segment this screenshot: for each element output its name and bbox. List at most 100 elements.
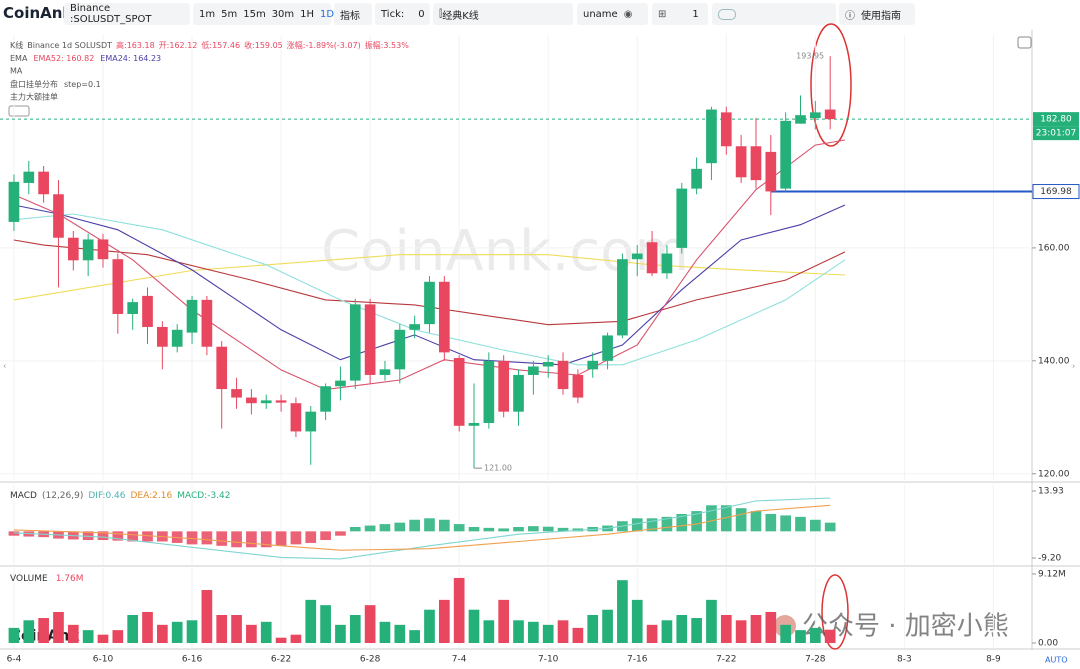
candle-body bbox=[617, 259, 628, 336]
toggle-box[interactable] bbox=[712, 3, 836, 25]
volume-bar bbox=[661, 620, 673, 644]
macd-bar bbox=[809, 519, 821, 532]
high-label: 193.95 bbox=[796, 52, 824, 61]
volume-bar bbox=[513, 620, 524, 644]
candle-body bbox=[320, 386, 331, 412]
volume-bar bbox=[795, 630, 806, 644]
toggle[interactable] bbox=[718, 8, 736, 20]
x-tick-label: 7-16 bbox=[627, 655, 648, 665]
interval[interactable]: 30m bbox=[271, 8, 295, 20]
candle-body bbox=[38, 171, 49, 195]
volume-bar bbox=[720, 615, 732, 644]
volume-bar bbox=[646, 624, 658, 644]
volume-bar bbox=[424, 609, 435, 644]
guide-label: 使用指南 bbox=[861, 10, 901, 22]
collapse-button[interactable] bbox=[8, 105, 30, 117]
candle-body bbox=[750, 146, 762, 181]
macd-bar bbox=[335, 531, 346, 536]
symbol: Binance :SOLUSDT_SPOT bbox=[70, 3, 152, 25]
candle-body bbox=[587, 360, 599, 370]
macd-value: MACD:-3.42 bbox=[177, 491, 230, 501]
x-tick-label: 7-4 bbox=[452, 655, 467, 665]
candle-body bbox=[53, 194, 64, 238]
volume-bar bbox=[201, 590, 213, 644]
candle-body bbox=[795, 115, 806, 124]
volume-bar bbox=[53, 611, 64, 644]
level-tag bbox=[1032, 184, 1080, 200]
candle-body bbox=[824, 109, 836, 120]
macd-bar bbox=[661, 516, 673, 532]
volume-bar bbox=[572, 627, 584, 644]
logo[interactable]: CoinAnk bbox=[3, 4, 73, 22]
user-box[interactable]: uname ◉ bbox=[577, 3, 648, 25]
settings-icon[interactable] bbox=[1017, 36, 1032, 49]
volume-bar bbox=[631, 599, 643, 644]
kline-legend-item: 低:157.46 bbox=[201, 40, 240, 50]
volume-bar bbox=[82, 630, 94, 644]
guide-button[interactable]: ⓘ 使用指南 bbox=[839, 3, 915, 25]
candle-body bbox=[157, 326, 168, 347]
interval[interactable]: 1H bbox=[300, 8, 315, 20]
y-tick-label: 160.00 bbox=[1038, 243, 1070, 253]
candle-body bbox=[631, 253, 643, 260]
kline-legend-item: 收:159.05 bbox=[244, 40, 283, 50]
style-select[interactable]: ⫿ 经典K线 bbox=[433, 3, 573, 25]
tick-box[interactable]: Tick: 0 bbox=[375, 3, 430, 25]
scroll-left[interactable]: ‹ bbox=[3, 362, 6, 371]
macd-bar bbox=[750, 511, 762, 532]
macd-bar bbox=[824, 522, 836, 532]
macd-bar bbox=[349, 526, 361, 532]
tick-value: 0 bbox=[418, 8, 425, 20]
macd-bar bbox=[142, 531, 153, 542]
interval[interactable]: 15m bbox=[243, 8, 266, 20]
depth-legend-item: 盘口挂单分布 bbox=[10, 79, 58, 89]
ema-legend-item: EMA24: 164.23 bbox=[100, 54, 161, 63]
volume-bar bbox=[542, 624, 554, 644]
volume-bar bbox=[97, 634, 109, 644]
indicator-label: 指标 bbox=[340, 10, 360, 22]
macd-bar bbox=[438, 519, 450, 532]
interval[interactable]: 5m bbox=[221, 8, 238, 20]
macd-bar bbox=[468, 526, 480, 532]
macd-bar bbox=[706, 505, 717, 532]
macd-bar bbox=[127, 531, 139, 542]
candle-body bbox=[82, 239, 94, 261]
macd-bar bbox=[275, 531, 287, 546]
layout-count: 1 bbox=[692, 8, 699, 20]
style-label: 经典K线 bbox=[442, 10, 479, 22]
y-tick-label: 0.00 bbox=[1038, 639, 1058, 649]
eye-icon[interactable]: ◉ bbox=[623, 8, 633, 20]
volume-bar bbox=[305, 599, 317, 644]
volume-bar bbox=[735, 620, 747, 644]
x-tick-label: 8-3 bbox=[897, 655, 912, 665]
candle-body bbox=[676, 188, 688, 248]
candle-body bbox=[572, 374, 584, 398]
symbol-select[interactable]: Binance :SOLUSDT_SPOT bbox=[64, 3, 190, 25]
volume-bar bbox=[157, 624, 168, 644]
candle-body bbox=[97, 239, 109, 260]
volume-bar bbox=[706, 599, 717, 644]
macd-bar bbox=[82, 531, 94, 541]
auto-scale[interactable]: AUTO bbox=[1045, 656, 1068, 665]
interval[interactable]: 1m bbox=[199, 8, 216, 20]
volume-bar bbox=[171, 621, 183, 644]
candle-body bbox=[8, 181, 20, 222]
indicator-button[interactable]: 指标 bbox=[334, 3, 372, 25]
macd-title: MACD bbox=[10, 491, 37, 501]
interval-active[interactable]: 1D bbox=[320, 8, 335, 20]
macd-bar bbox=[720, 505, 732, 532]
candle-body bbox=[335, 380, 346, 387]
highlight-ellipse bbox=[821, 574, 849, 650]
macd-bar bbox=[290, 531, 302, 545]
macd-bar bbox=[483, 527, 495, 532]
macd-bar bbox=[424, 518, 435, 532]
volume-bar bbox=[127, 615, 139, 644]
layout-box[interactable]: ⊞ 1 bbox=[652, 3, 708, 25]
macd-bar bbox=[646, 518, 658, 532]
volume-bar bbox=[216, 615, 228, 644]
volume-bar bbox=[587, 615, 599, 644]
scroll-right[interactable]: › bbox=[1072, 362, 1075, 371]
macd-bar bbox=[246, 531, 257, 548]
volume-legend: VOLUME 1.76M bbox=[10, 574, 84, 584]
